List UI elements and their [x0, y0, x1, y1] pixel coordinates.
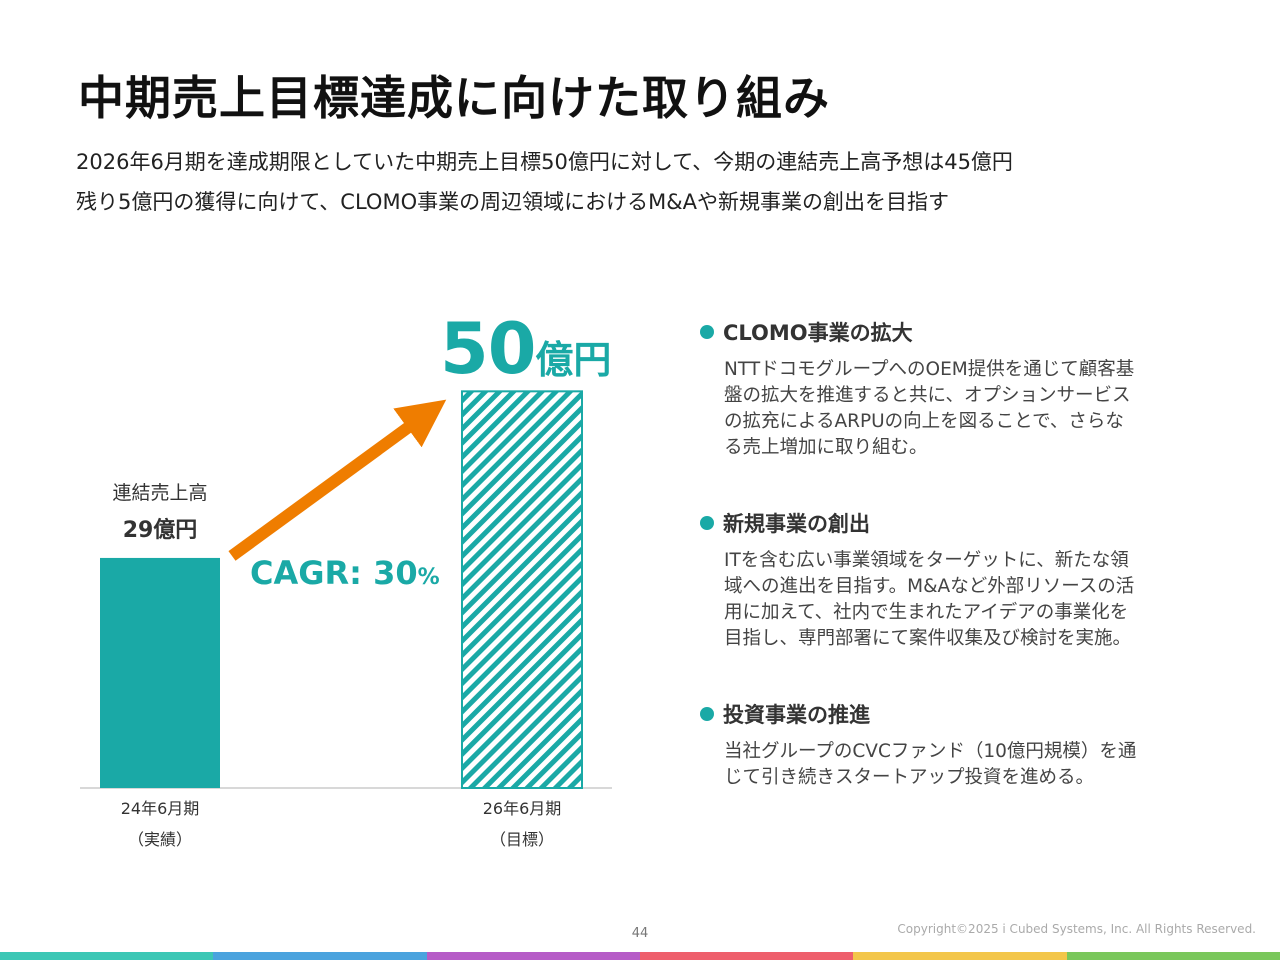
footer-color-bar: [0, 952, 1280, 960]
section-body-line: じて引き続きスタートアップ投資を進める。: [724, 767, 1095, 788]
section-body: NTTドコモグループへのOEM提供を通じて顧客基 盤の拡大を推進すると共に、オプ…: [724, 357, 1210, 461]
section-investment: 投資事業の推進 当社グループのCVCファンド（10億円規模）を通 じて引き続きス…: [700, 699, 1210, 791]
target-value-number: 50: [440, 308, 536, 390]
section-heading-text: 新規事業の創出: [723, 512, 870, 536]
revenue-chart: [80, 390, 612, 789]
target-value-unit: 億円: [535, 338, 612, 382]
section-body-line: 当社グループのCVCファンド（10億円規模）を通: [724, 741, 1137, 762]
section-heading-text: 投資事業の推進: [723, 703, 870, 727]
section-heading-text: CLOMO事業の拡大: [723, 321, 913, 345]
x-tick-type: （実績）: [127, 830, 192, 849]
x-tick-period: 24年6月期: [120, 799, 200, 818]
x-tick-type: （目標）: [489, 830, 554, 849]
bullet-dot-icon: [700, 325, 714, 339]
footer-color-segment: [639, 952, 854, 960]
bar-target: [461, 390, 583, 789]
subtitle: 2026年6月期を達成期限としていた中期売上目標50億円に対して、今期の連結売上…: [76, 142, 1013, 222]
x-tick-label-target: 26年6月期 （目標）: [452, 793, 592, 855]
section-body-line: ITを含む広い事業領域をターゲットに、新たな領: [724, 550, 1129, 571]
section-body: 当社グループのCVCファンド（10億円規模）を通 じて引き続きスタートアップ投資…: [724, 739, 1210, 791]
section-body: ITを含む広い事業領域をターゲットに、新たな領 域への進出を目指す。M&Aなど外…: [724, 548, 1210, 652]
subtitle-line: 残り5億円の獲得に向けて、CLOMO事業の周辺領域におけるM&Aや新規事業の創出…: [76, 190, 949, 214]
subtitle-line: 2026年6月期を達成期限としていた中期売上目標50億円に対して、今期の連結売上…: [76, 150, 1013, 174]
bar-series-label: 連結売上高: [112, 482, 208, 504]
section-clomo: CLOMO事業の拡大 NTTドコモグループへのOEM提供を通じて顧客基 盤の拡大…: [700, 317, 1210, 461]
bar-actual: [100, 557, 220, 788]
section-body-line: 域への進出を目指す。M&Aなど外部リソースの活: [724, 576, 1135, 597]
bar-value-label-actual: 29億円: [122, 518, 198, 543]
page-title: 中期売上目標達成に向けた取り組み: [78, 71, 830, 125]
section-body-line: NTTドコモグループへのOEM提供を通じて顧客基: [724, 359, 1135, 380]
cagr-text: CAGR: 30: [250, 554, 418, 592]
section-body-line: 用に加えて、社内で生まれたアイデアの事業化を: [724, 602, 1129, 623]
section-body-line: 目指し、専門部署にて案件収集及び検討を実施。: [724, 628, 1132, 649]
section-body-line: 盤の拡大を推進すると共に、オプションサービス: [724, 385, 1131, 406]
section-body-line: る売上増加に取り組む。: [724, 437, 928, 458]
footer-color-segment: [0, 952, 214, 960]
cagr-percent: %: [417, 565, 440, 590]
x-tick-period: 26年6月期: [482, 799, 562, 818]
bullet-dot-icon: [700, 707, 714, 721]
footer-color-segment: [426, 952, 640, 960]
bullet-dot-icon: [700, 516, 714, 530]
footer-color-segment: [213, 952, 427, 960]
footer-color-segment: [853, 952, 1067, 960]
section-heading: CLOMO事業の拡大: [700, 317, 1210, 347]
copyright-notice: Copyright©2025 i Cubed Systems, Inc. All…: [897, 922, 1256, 936]
cagr-annotation: CAGR: 30%: [250, 554, 440, 592]
page-number: 44: [631, 926, 649, 941]
section-heading: 投資事業の推進: [700, 699, 1210, 729]
section-body-line: の拡充によるARPUの向上を図ることで、さらな: [724, 411, 1124, 432]
growth-arrow-icon: [228, 399, 447, 561]
footer-color-segment: [1066, 952, 1280, 960]
section-new-business: 新規事業の創出 ITを含む広い事業領域をターゲットに、新たな領 域への進出を目指…: [700, 508, 1210, 652]
bar-value-label-target: 50億円: [440, 308, 611, 390]
section-heading: 新規事業の創出: [700, 508, 1210, 538]
x-tick-label-actual: 24年6月期 （実績）: [90, 793, 230, 855]
